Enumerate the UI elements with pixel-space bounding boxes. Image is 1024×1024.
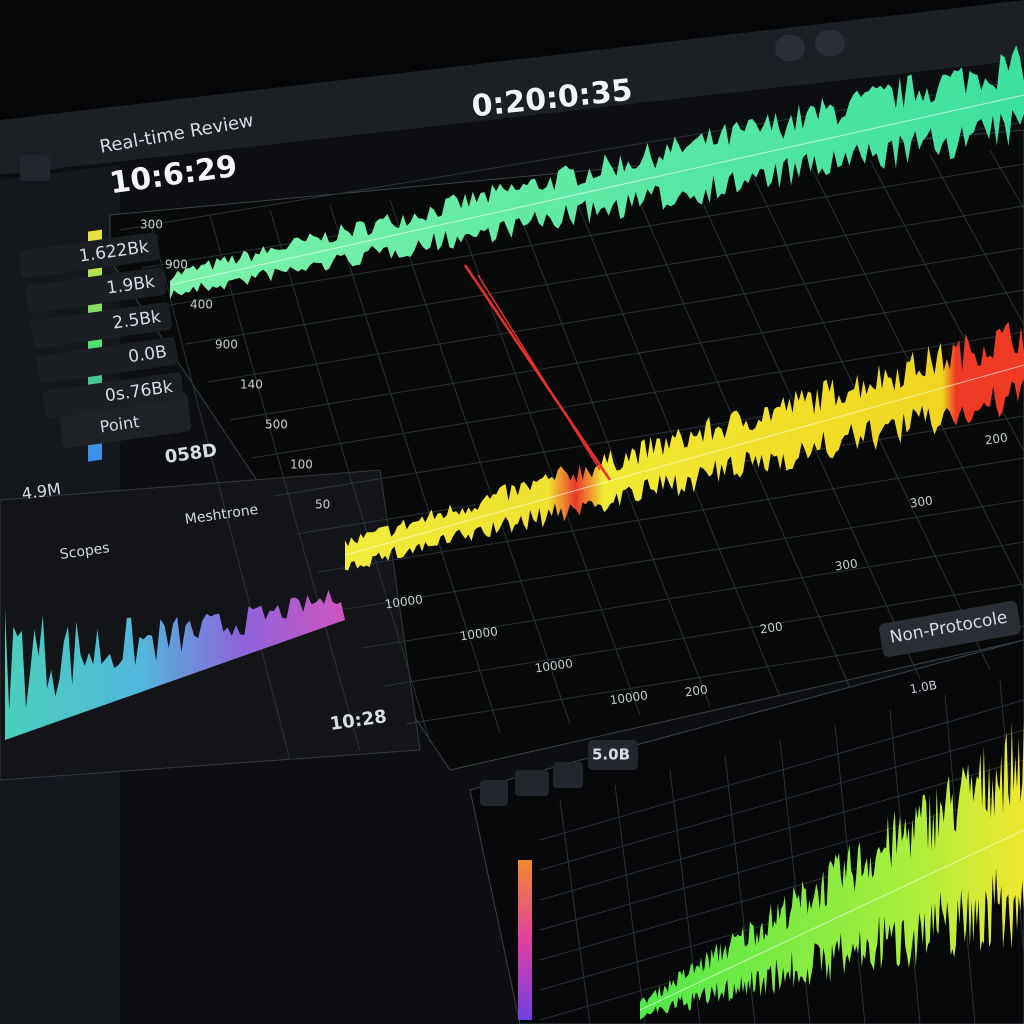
- grid-line: [539, 789, 1024, 931]
- x-axis-label: 200: [759, 619, 784, 636]
- grid-line: [614, 784, 646, 1024]
- icon-button[interactable]: [20, 155, 50, 181]
- grid-line: [383, 583, 1024, 687]
- grid-line: [185, 205, 1024, 345]
- y-axis-label: 900: [165, 258, 188, 272]
- y-axis-label: 900: [215, 338, 238, 352]
- grid-line: [559, 799, 591, 1024]
- grid-line: [209, 214, 361, 752]
- x-axis-label: 10000: [384, 592, 424, 611]
- grid-line: [317, 457, 1024, 573]
- grid-line: [539, 729, 1024, 871]
- icon-button[interactable]: [815, 30, 845, 56]
- x-axis-label: 10000: [459, 624, 499, 643]
- gain-box[interactable]: [588, 740, 638, 770]
- y-axis-label: 500: [265, 418, 288, 432]
- grid-line: [329, 204, 501, 734]
- level-meter-lower: [518, 860, 532, 1020]
- icon-button[interactable]: [553, 762, 583, 788]
- grid-line: [539, 759, 1024, 901]
- x-axis-label: 300: [834, 556, 859, 573]
- grid-line: [229, 289, 1024, 421]
- readout-box: [36, 337, 178, 384]
- icon-button[interactable]: [515, 770, 549, 796]
- spectrum-title: Scopes: [59, 540, 111, 563]
- y-axis-label: 400: [190, 298, 213, 312]
- y-axis-label: 50: [315, 498, 330, 512]
- readout-box: [42, 372, 184, 419]
- icon-button[interactable]: [775, 35, 805, 61]
- grid-line: [929, 154, 1024, 326]
- yellow-wave-center: [344, 364, 1024, 556]
- labels: 1.622Bk1.9Bk2.5Bk0.0B0s.76Bk300900400900…: [18, 218, 1009, 707]
- lower-wave: [640, 719, 1024, 1021]
- grid-line: [269, 209, 431, 743]
- grid-line: [361, 541, 1024, 649]
- waveforms: [5, 45, 1024, 1021]
- readout-box: [18, 232, 160, 279]
- lower-label: 1.0B: [909, 678, 938, 697]
- x-axis-label: 10000: [534, 656, 574, 675]
- grid-line: [149, 219, 291, 761]
- playhead-shadow: [477, 274, 601, 471]
- x-axis-label: 200: [684, 682, 709, 699]
- readout-box: [30, 302, 172, 349]
- lower-wave-center: [639, 829, 1024, 1011]
- readout-box: [24, 267, 166, 314]
- grid-line: [163, 163, 1024, 307]
- x-axis-label: 300: [909, 493, 934, 510]
- grid-line: [207, 247, 1024, 383]
- green-wave: [170, 45, 1024, 300]
- grid-line: [509, 189, 711, 707]
- spectrum: [5, 590, 345, 740]
- grid-line: [251, 331, 1024, 459]
- y-axis-label: 100: [290, 458, 313, 472]
- x-axis-label: 10000: [609, 688, 649, 707]
- grid-line: [339, 499, 1024, 611]
- grid-line: [539, 699, 1024, 841]
- yellow-wave: [345, 321, 1024, 571]
- icon-button[interactable]: [480, 780, 508, 806]
- gain[interactable]: 5.0B: [592, 746, 630, 764]
- y-axis-label: 140: [240, 378, 263, 392]
- y-axis-label: 300: [140, 218, 163, 232]
- playhead: [463, 264, 612, 481]
- badge-box[interactable]: [878, 600, 1022, 658]
- title-bar: [0, 0, 1024, 175]
- green-wave-center: [169, 94, 1024, 286]
- x-axis-label: 200: [984, 430, 1009, 447]
